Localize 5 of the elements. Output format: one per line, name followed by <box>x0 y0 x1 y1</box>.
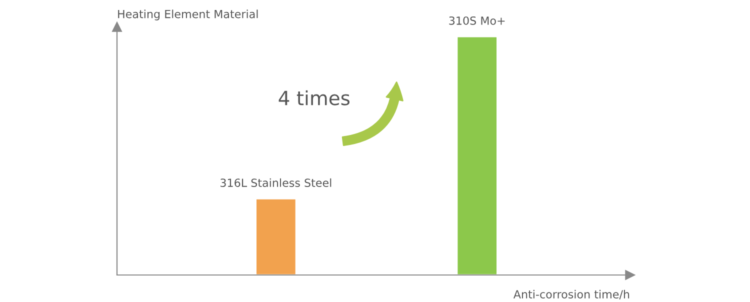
annotation: 4 times <box>278 90 350 106</box>
x-axis-title: Anti-corrosion time/h <box>513 290 630 300</box>
x-tick-label: 316L Stainless Steel <box>220 178 332 187</box>
x-tick-label: 310S Mo+ <box>449 16 505 25</box>
y-axis-title: Heating Element Material <box>118 10 258 20</box>
